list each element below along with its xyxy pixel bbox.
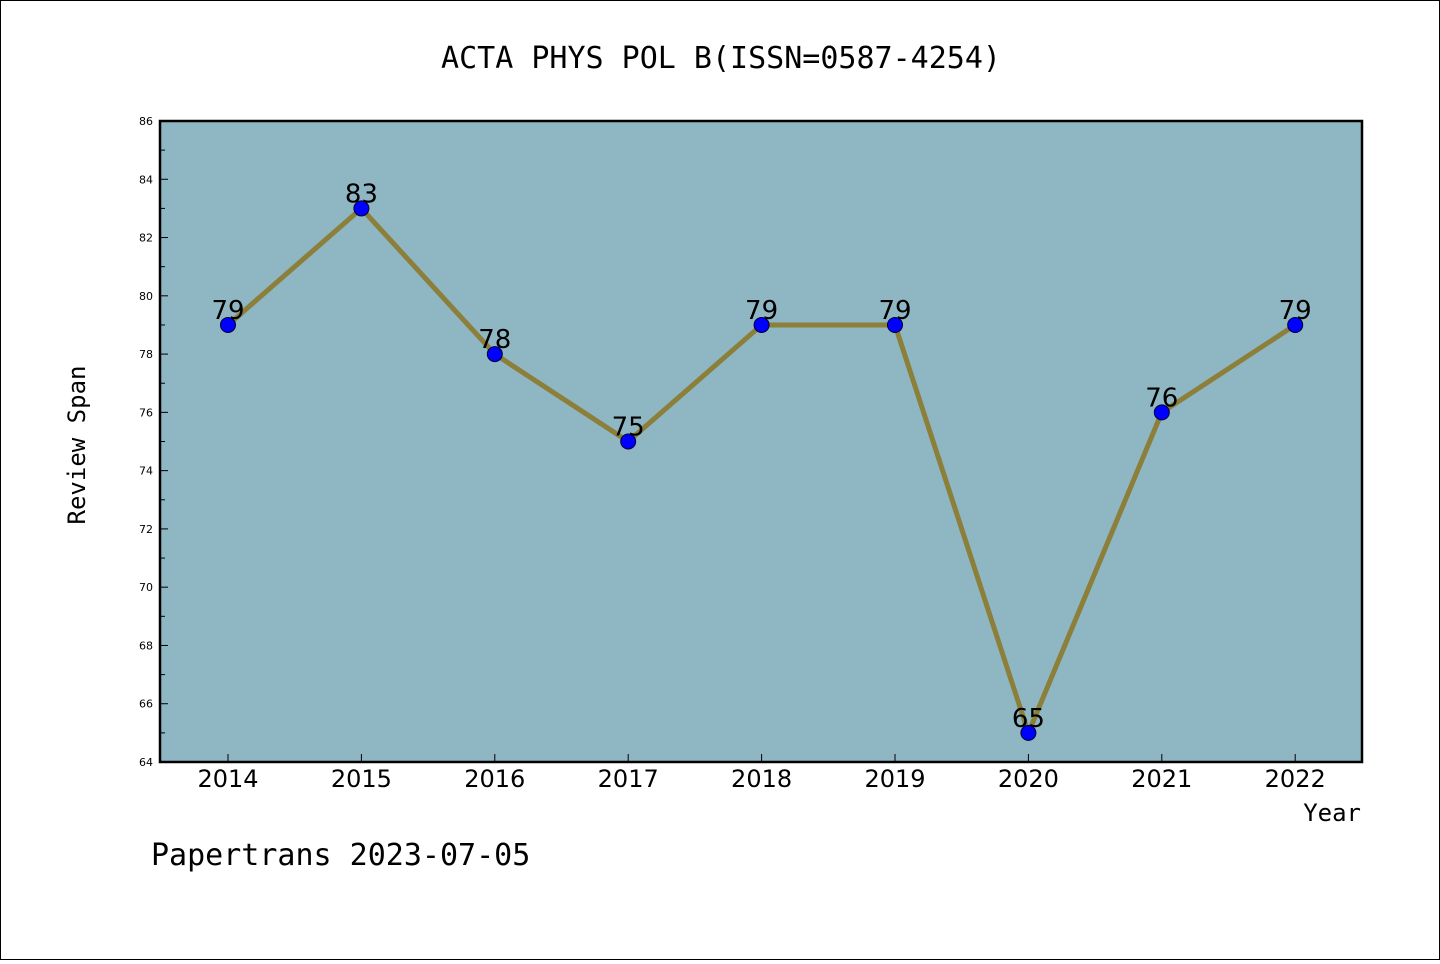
y-tick-label: 78 xyxy=(139,348,153,361)
y-tick-label: 66 xyxy=(139,698,153,711)
series-layer: 79 83 78 75 79 79 65 76 79 xyxy=(211,179,1312,741)
y-tick-label: 74 xyxy=(139,465,153,478)
data-label-2020: 65 xyxy=(1012,704,1045,734)
y-tick-label: 70 xyxy=(139,581,153,594)
x-tick-label: 2022 xyxy=(1265,765,1326,793)
y-axis: 64 66 68 70 72 74 76 78 80 82 84 86 xyxy=(139,115,168,769)
x-tick-label: 2017 xyxy=(598,765,659,793)
data-point-2018 xyxy=(753,316,770,333)
data-point-2015 xyxy=(353,200,370,217)
data-label-2022: 79 xyxy=(1279,296,1312,326)
data-point-2017 xyxy=(620,433,637,450)
plot-area xyxy=(160,121,1362,762)
chart-title: ACTA PHYS POL B(ISSN=0587-4254) xyxy=(441,41,1001,76)
x-tick-label: 2019 xyxy=(864,765,925,793)
y-tick-label: 80 xyxy=(139,290,153,303)
data-label-2015: 83 xyxy=(345,179,378,209)
data-point-2020 xyxy=(1020,724,1037,741)
data-label-2021: 76 xyxy=(1145,383,1178,413)
data-point-2014 xyxy=(220,316,236,333)
x-tick-label: 2020 xyxy=(998,765,1059,793)
y-tick-label: 72 xyxy=(139,523,153,536)
x-tick-label: 2021 xyxy=(1131,765,1192,793)
x-tick-label: 2014 xyxy=(197,765,258,793)
footer-text: Papertrans 2023-07-05 xyxy=(151,838,530,873)
data-label-2018: 79 xyxy=(745,296,778,326)
data-point-2016 xyxy=(486,346,503,363)
data-label-2014: 79 xyxy=(211,296,244,326)
x-tick-label: 2018 xyxy=(731,765,792,793)
x-tick-label: 2016 xyxy=(464,765,525,793)
data-point-2021 xyxy=(1153,404,1170,421)
data-label-2017: 75 xyxy=(612,413,645,443)
y-tick-label: 64 xyxy=(139,756,153,769)
x-tick-label: 2015 xyxy=(331,765,392,793)
y-tick-label: 76 xyxy=(139,406,153,419)
y-axis-title: Review Span xyxy=(63,366,91,525)
data-label-2019: 79 xyxy=(878,296,911,326)
data-point-2019 xyxy=(887,316,903,333)
y-tick-label: 82 xyxy=(139,232,153,245)
y-tick-label: 84 xyxy=(139,173,153,186)
y-tick-label: 68 xyxy=(139,639,153,652)
x-axis-title: Year xyxy=(1303,799,1361,827)
y-tick-label: 86 xyxy=(139,115,153,128)
plot-border xyxy=(158,119,1364,764)
data-point-2022 xyxy=(1287,316,1304,333)
data-label-2016: 78 xyxy=(478,325,511,355)
x-axis: 2014 2015 2016 2017 2018 2019 2020 2021 2022 xyxy=(197,754,1326,793)
